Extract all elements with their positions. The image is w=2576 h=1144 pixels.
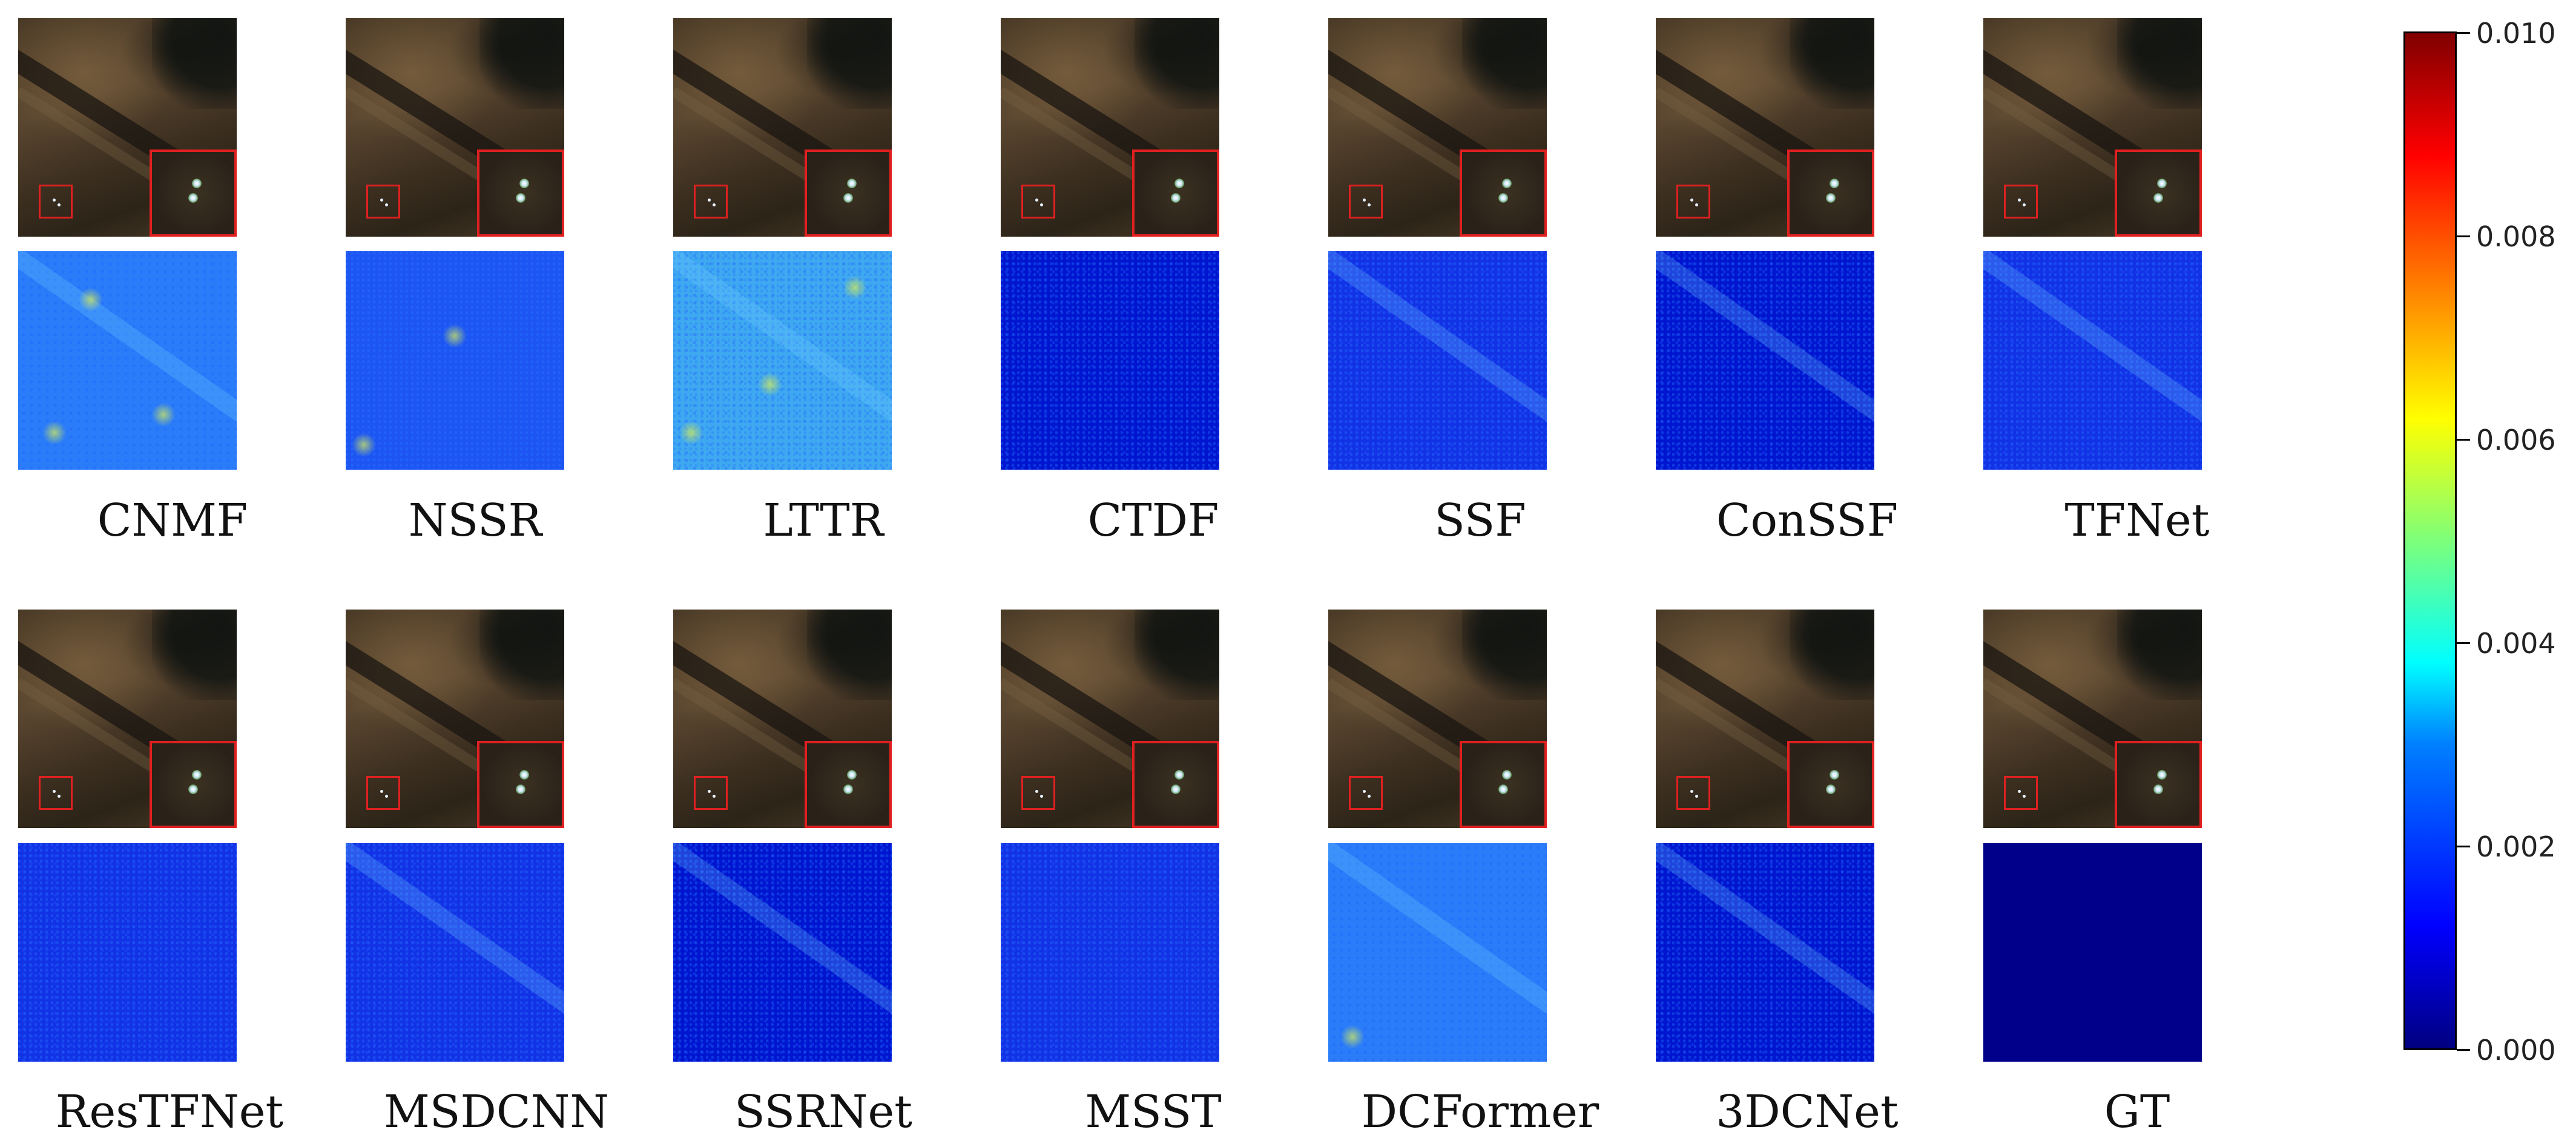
method-label-tfnet: TFNet xyxy=(2064,495,2210,547)
error-map-nssr xyxy=(346,251,564,470)
rgb-tile-dcformer xyxy=(1328,610,1547,828)
error-map-cnmf xyxy=(18,251,237,470)
zoom-inset xyxy=(1460,150,1547,237)
colorbar-tick-label: 0.010 xyxy=(2476,17,2556,50)
rgb-tile-msst xyxy=(1001,610,1219,828)
rgb-tile-restfnet xyxy=(18,610,237,828)
zoom-inset xyxy=(1787,150,1874,237)
method-label-3dcnet: 3DCNet xyxy=(1716,1086,1899,1138)
method-label-conssf: ConSSF xyxy=(1716,495,1899,547)
colorbar-tick xyxy=(2457,439,2470,441)
method-label-gt: GT xyxy=(2104,1086,2170,1138)
colorbar-tick xyxy=(2457,846,2470,847)
method-label-cnmf: CNMF xyxy=(97,495,248,547)
inset-marker xyxy=(366,776,400,810)
zoom-inset xyxy=(1787,741,1874,828)
error-map-3dcnet xyxy=(1656,843,1874,1062)
colorbar-tick-label: 0.008 xyxy=(2476,220,2556,253)
colorbar-tick-label: 0.000 xyxy=(2476,1034,2556,1067)
zoom-inset xyxy=(477,741,564,828)
method-label-ctdf: CTDF xyxy=(1087,495,1219,547)
zoom-inset xyxy=(805,741,892,828)
inset-marker xyxy=(694,776,728,810)
inset-marker xyxy=(694,185,728,219)
colorbar-tick xyxy=(2457,235,2470,237)
inset-marker xyxy=(366,185,400,219)
inset-marker xyxy=(1676,185,1710,219)
inset-marker xyxy=(1021,776,1055,810)
error-map-gt xyxy=(1983,843,2202,1062)
error-map-lttr xyxy=(673,251,892,470)
colorbar-tick-label: 0.006 xyxy=(2476,424,2556,456)
rgb-tile-msdcnn xyxy=(346,610,564,828)
zoom-inset xyxy=(1460,741,1547,828)
rgb-tile-tfnet xyxy=(1983,18,2202,237)
inset-marker xyxy=(1021,185,1055,219)
method-label-nssr: NSSR xyxy=(408,495,542,547)
error-map-ssf xyxy=(1328,251,1547,470)
inset-marker xyxy=(39,776,73,810)
rgb-tile-conssf xyxy=(1656,18,1874,237)
inset-marker xyxy=(1349,776,1383,810)
rgb-tile-lttr xyxy=(673,18,892,237)
inset-marker xyxy=(2004,776,2038,810)
method-label-msst: MSST xyxy=(1085,1086,1222,1138)
rgb-tile-ssrnet xyxy=(673,610,892,828)
rgb-tile-ctdf xyxy=(1001,18,1219,237)
method-label-ssf: SSF xyxy=(1434,495,1526,547)
rgb-tile-nssr xyxy=(346,18,564,237)
error-map-ctdf xyxy=(1001,251,1219,470)
zoom-inset xyxy=(2115,150,2202,237)
method-label-restfnet: ResTFNet xyxy=(55,1086,284,1138)
error-map-conssf xyxy=(1656,251,1874,470)
error-map-msdcnn xyxy=(346,843,564,1062)
zoom-inset xyxy=(2115,741,2202,828)
zoom-inset xyxy=(477,150,564,237)
inset-marker xyxy=(1676,776,1710,810)
error-map-msst xyxy=(1001,843,1219,1062)
zoom-inset xyxy=(150,741,237,828)
rgb-tile-ssf xyxy=(1328,18,1547,237)
colorbar-tick-label: 0.002 xyxy=(2476,830,2556,863)
colorbar-tick-label: 0.004 xyxy=(2476,627,2556,660)
inset-marker xyxy=(1349,185,1383,219)
error-map-tfnet xyxy=(1983,251,2202,470)
colorbar-tick xyxy=(2457,32,2470,34)
zoom-inset xyxy=(1132,150,1219,237)
zoom-inset xyxy=(1132,741,1219,828)
colorbar-tick xyxy=(2457,642,2470,644)
zoom-inset xyxy=(150,150,237,237)
rgb-tile-3dcnet xyxy=(1656,610,1874,828)
error-map-ssrnet xyxy=(673,843,892,1062)
inset-marker xyxy=(2004,185,2038,219)
rgb-tile-cnmf xyxy=(18,18,237,237)
method-label-ssrnet: SSRNet xyxy=(734,1086,913,1138)
zoom-inset xyxy=(805,150,892,237)
method-label-lttr: LTTR xyxy=(763,495,884,547)
method-label-dcformer: DCFormer xyxy=(1361,1086,1599,1138)
method-label-msdcnn: MSDCNN xyxy=(384,1086,609,1138)
rgb-tile-gt xyxy=(1983,610,2202,828)
error-map-restfnet xyxy=(18,843,237,1062)
inset-marker xyxy=(39,185,73,219)
error-map-dcformer xyxy=(1328,843,1547,1062)
colorbar-tick xyxy=(2457,1049,2470,1051)
colorbar xyxy=(2403,31,2457,1050)
